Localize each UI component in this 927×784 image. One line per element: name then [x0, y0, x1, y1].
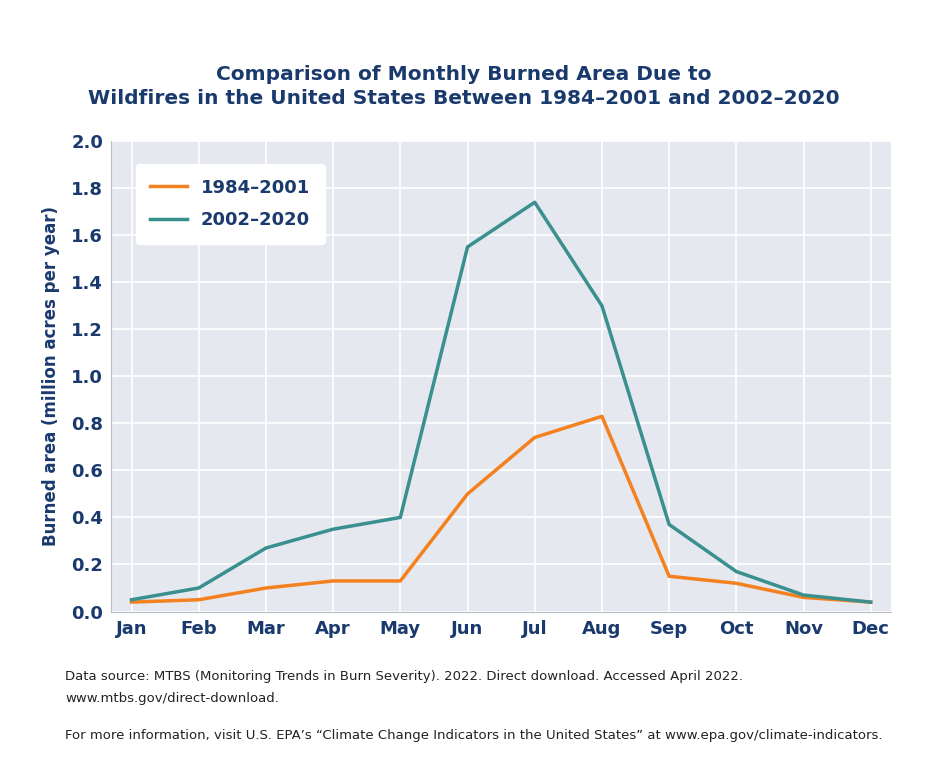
Text: Comparison of Monthly Burned Area Due to: Comparison of Monthly Burned Area Due to — [216, 65, 711, 84]
Text: www.mtbs.gov/direct-download.: www.mtbs.gov/direct-download. — [65, 692, 278, 706]
1984–2001 — [462, 489, 473, 499]
1984–2001 — [864, 597, 875, 607]
1984–2001 — [528, 433, 540, 442]
2002–2020 — [528, 198, 540, 207]
1984–2001 — [797, 593, 808, 602]
2002–2020 — [327, 524, 338, 534]
2002–2020 — [864, 597, 875, 607]
1984–2001 — [663, 572, 674, 581]
Text: Data source: MTBS (Monitoring Trends in Burn Severity). 2022. Direct download. A: Data source: MTBS (Monitoring Trends in … — [65, 670, 743, 684]
1984–2001 — [193, 595, 204, 604]
2002–2020 — [596, 301, 607, 310]
1984–2001 — [596, 412, 607, 421]
1984–2001 — [260, 583, 272, 593]
2002–2020 — [663, 520, 674, 529]
1984–2001 — [327, 576, 338, 586]
Line: 2002–2020: 2002–2020 — [132, 202, 870, 602]
2002–2020 — [462, 242, 473, 252]
2002–2020 — [797, 590, 808, 600]
2002–2020 — [260, 543, 272, 553]
1984–2001 — [394, 576, 405, 586]
1984–2001 — [126, 597, 137, 607]
1984–2001 — [730, 579, 741, 588]
Text: Wildfires in the United States Between 1984–2001 and 2002–2020: Wildfires in the United States Between 1… — [88, 89, 839, 107]
Text: For more information, visit U.S. EPA’s “Climate Change Indicators in the United : For more information, visit U.S. EPA’s “… — [65, 729, 882, 742]
Y-axis label: Burned area (million acres per year): Burned area (million acres per year) — [42, 206, 60, 546]
Legend: 1984–2001, 2002–2020: 1984–2001, 2002–2020 — [136, 165, 324, 244]
2002–2020 — [126, 595, 137, 604]
2002–2020 — [730, 567, 741, 576]
Line: 1984–2001: 1984–2001 — [132, 416, 870, 602]
2002–2020 — [193, 583, 204, 593]
2002–2020 — [394, 513, 405, 522]
